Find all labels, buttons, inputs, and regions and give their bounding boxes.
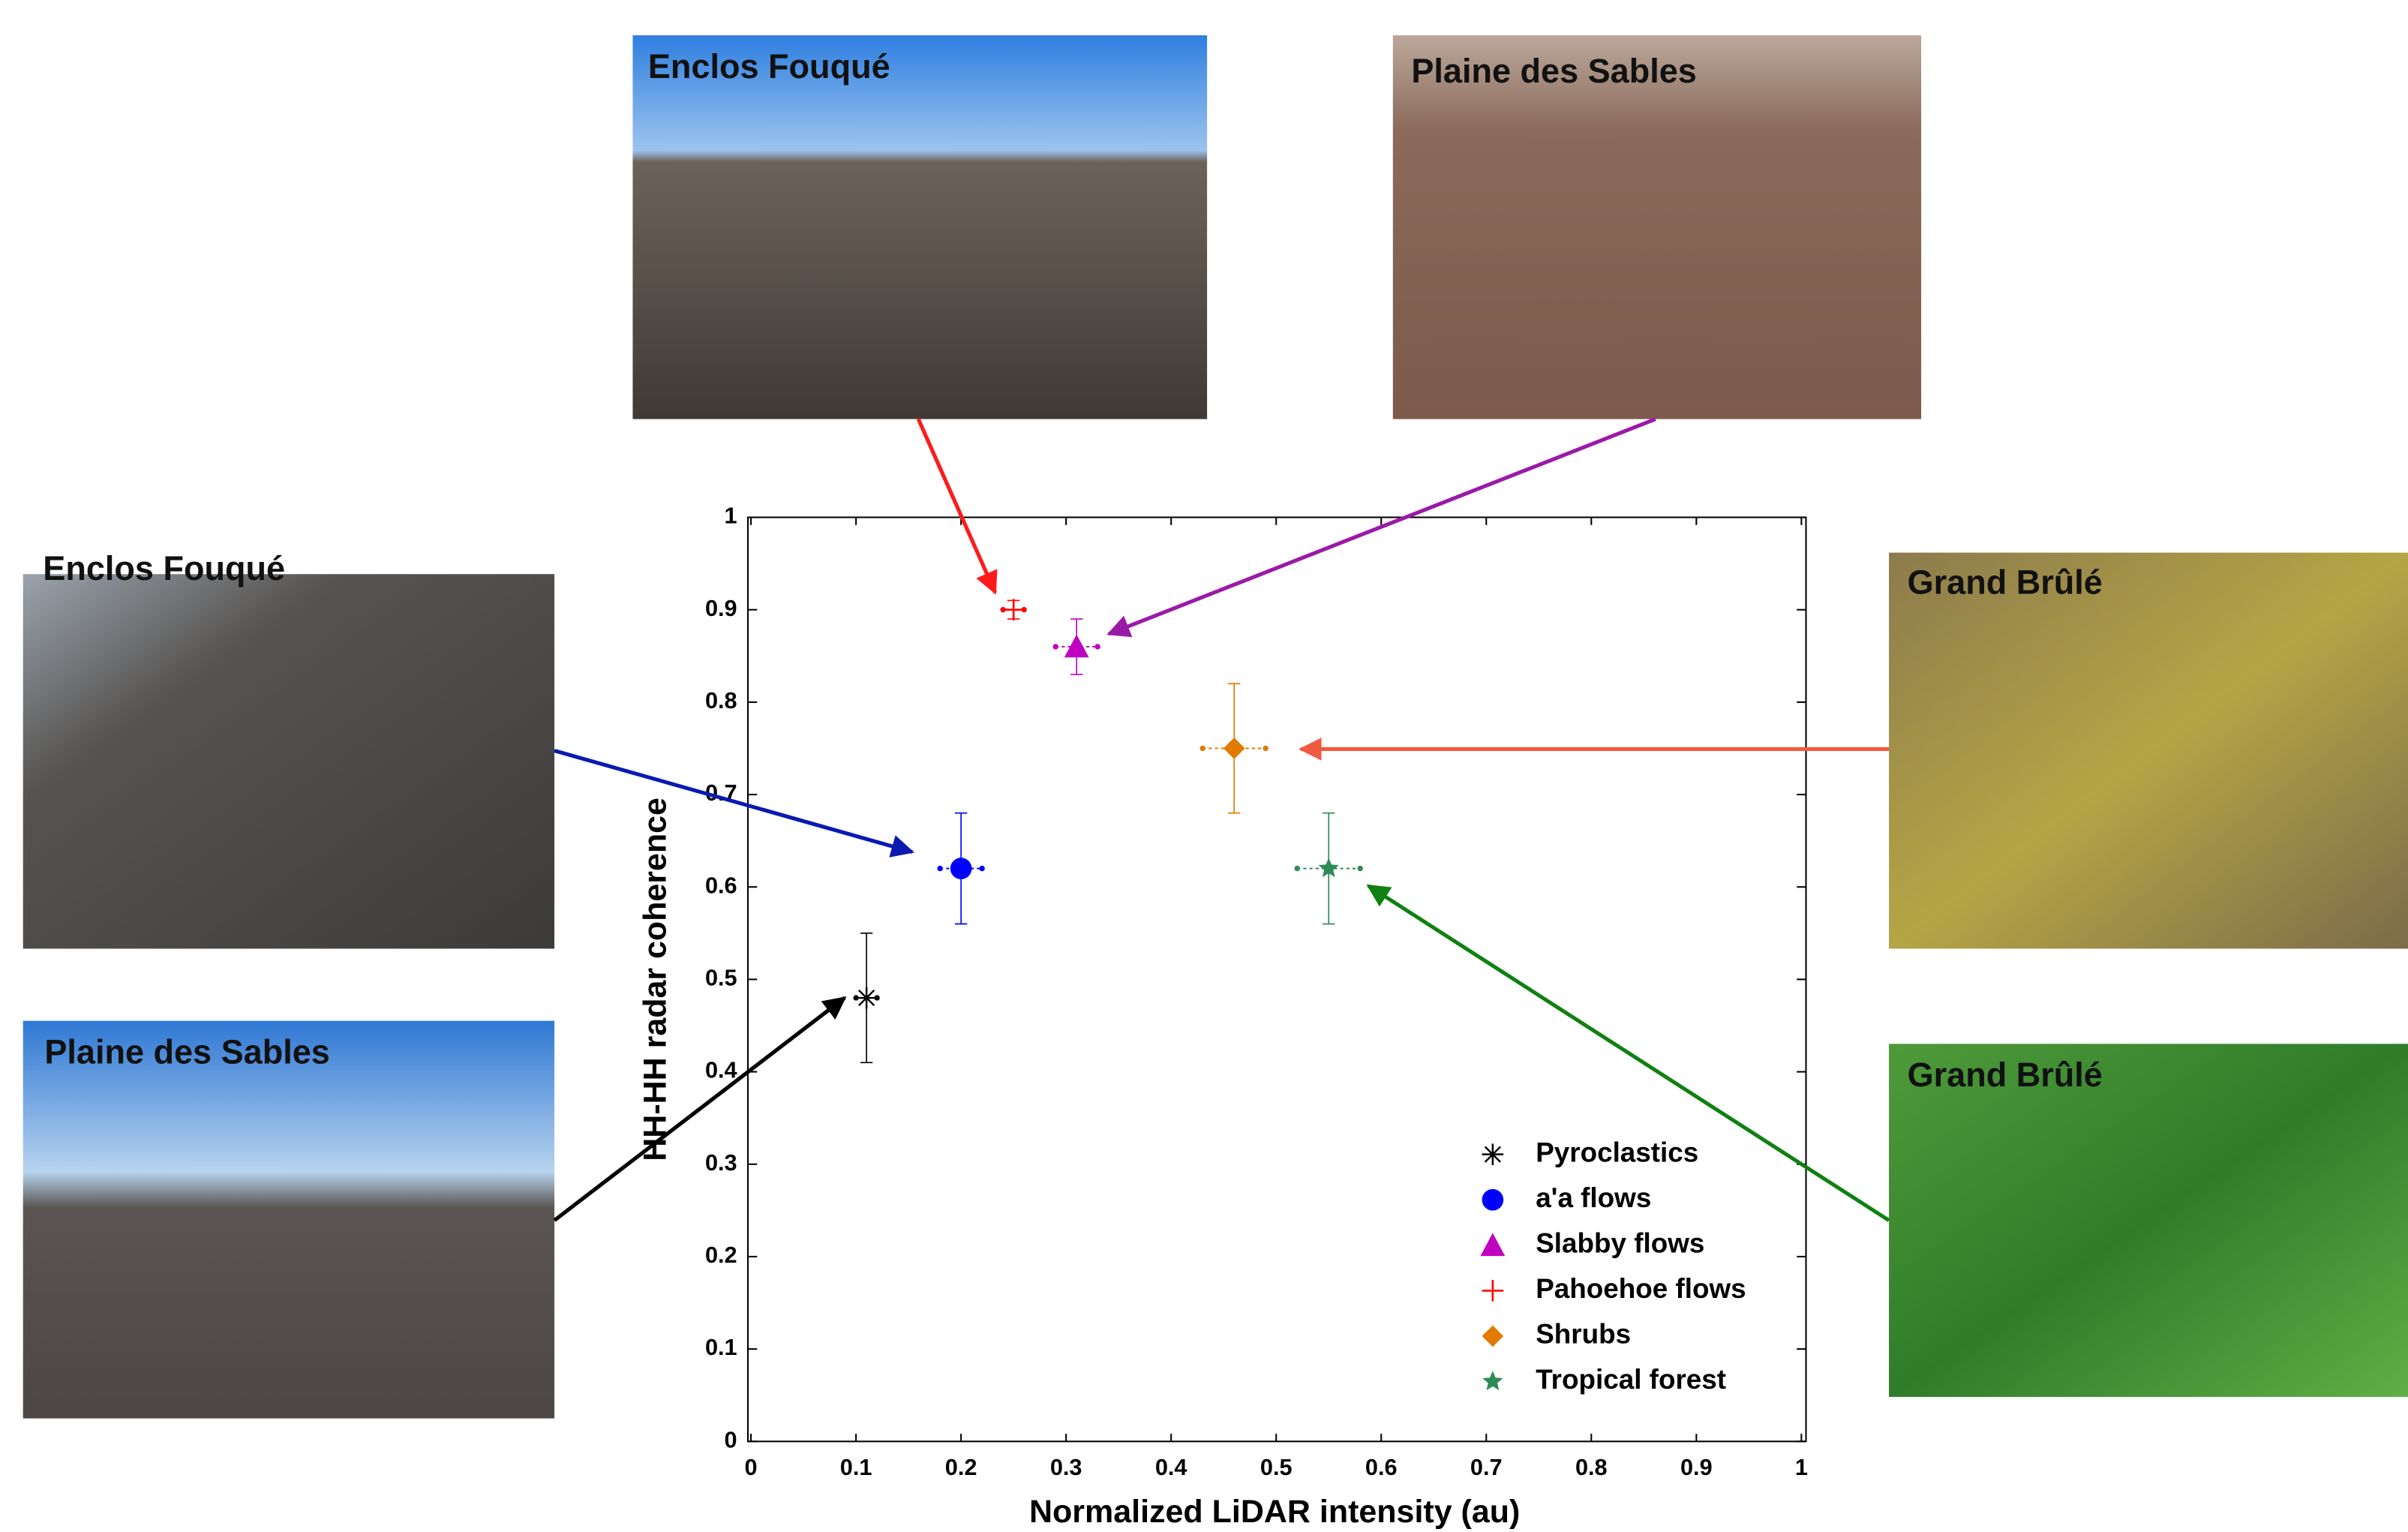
photo-image [23,1021,554,1419]
x-tick-label: 0.4 [1155,1454,1187,1480]
legend-label: Tropical forest [1536,1364,1726,1395]
y-tick-label: 1 [725,503,737,529]
x-tick-label: 0.8 [1575,1454,1608,1480]
photo: Enclos Fouqué [632,35,1207,419]
arrow [554,751,912,852]
x-tick-label: 0.7 [1470,1454,1503,1480]
x-error-cap [937,866,942,871]
x-tick-label: 0.9 [1680,1454,1713,1480]
x-tick-label: 0.3 [1050,1454,1082,1480]
legend-label: a'a flows [1536,1182,1651,1213]
x-error-cap [1200,746,1206,751]
arrow [1109,419,1656,634]
point [856,987,878,1009]
legend: Pyroclastics a'a flows Slabby flows Pahoeho… [1480,1137,1746,1395]
photo-image [1393,35,1921,419]
y-tick-label: 0.6 [705,872,737,898]
x-tick-label: 0.1 [840,1454,872,1480]
photo: Plaine des Sables [23,1021,554,1419]
point [1003,599,1025,620]
legend-label: Pyroclastics [1536,1137,1698,1167]
x-tick-label: 1 [1795,1454,1808,1480]
legend-label: Slabby flows [1536,1228,1704,1259]
photo-title: Plaine des Sables [44,1033,329,1071]
y-tick-label: 0.3 [705,1149,737,1176]
arrow [918,419,995,593]
photo: Enclos Fouqué [23,549,554,948]
x-tick-label: 0 [745,1454,758,1480]
photo-image [632,35,1207,419]
photo-title: Enclos Fouqué [648,47,890,86]
y-axis-label: HH-HH radar coherence [638,798,674,1161]
x-error-cap [1094,644,1100,649]
x-axis-label: Normalized LiDAR intensity (au) [1029,1494,1520,1530]
legend-symbol [1482,1280,1504,1302]
photo-image [1889,553,2408,949]
legend-label: Pahoehoe flows [1536,1273,1746,1304]
x-tick-label: 0.5 [1260,1454,1293,1480]
legend-label: Shrubs [1536,1319,1631,1350]
photo-title: Grand Brûlé [1908,1056,2103,1094]
point [1224,737,1245,759]
y-tick-label: 0.9 [705,595,737,621]
x-error-cap [1295,866,1300,871]
photo-image [1889,1044,2408,1397]
y-tick-label: 0.5 [705,965,737,991]
figure: Enclos Fouqué Plaine des Sables Enclos F… [0,0,2408,1532]
y-tick-label: 0.4 [705,1057,737,1083]
photo: Plaine des Sables [1393,35,1921,419]
y-tick-label: 0.8 [705,687,737,713]
photo-title: Grand Brûlé [1908,563,2103,601]
photo-image [23,574,554,948]
plot: Normalized LiDAR intensity (au) HH-HH ra… [638,503,1808,1530]
photo: Grand Brûlé [1889,1044,2408,1397]
arrow [1368,886,1889,1221]
x-tick-label: 0.2 [945,1454,977,1480]
arrow [554,998,845,1221]
x-tick-label: 0.6 [1365,1454,1398,1480]
photo: Grand Brûlé [1889,553,2408,949]
point [950,858,972,879]
arrows [554,419,1889,1221]
legend-symbol [1480,1233,1505,1256]
x-error-cap [1052,644,1058,649]
x-error-cap [1263,746,1269,751]
legend-symbol [1482,1371,1503,1390]
x-error-cap [979,866,984,871]
legend-symbol [1482,1189,1504,1211]
legend-symbol [1482,1326,1504,1347]
photo-title: Enclos Fouqué [43,549,285,587]
x-error-cap [1358,866,1363,871]
y-tick-label: 0.1 [705,1334,737,1360]
legend-symbol [1482,1143,1504,1165]
photo-title: Plaine des Sables [1411,52,1696,90]
y-tick-label: 0 [725,1426,737,1452]
y-tick-label: 0.2 [705,1242,737,1268]
